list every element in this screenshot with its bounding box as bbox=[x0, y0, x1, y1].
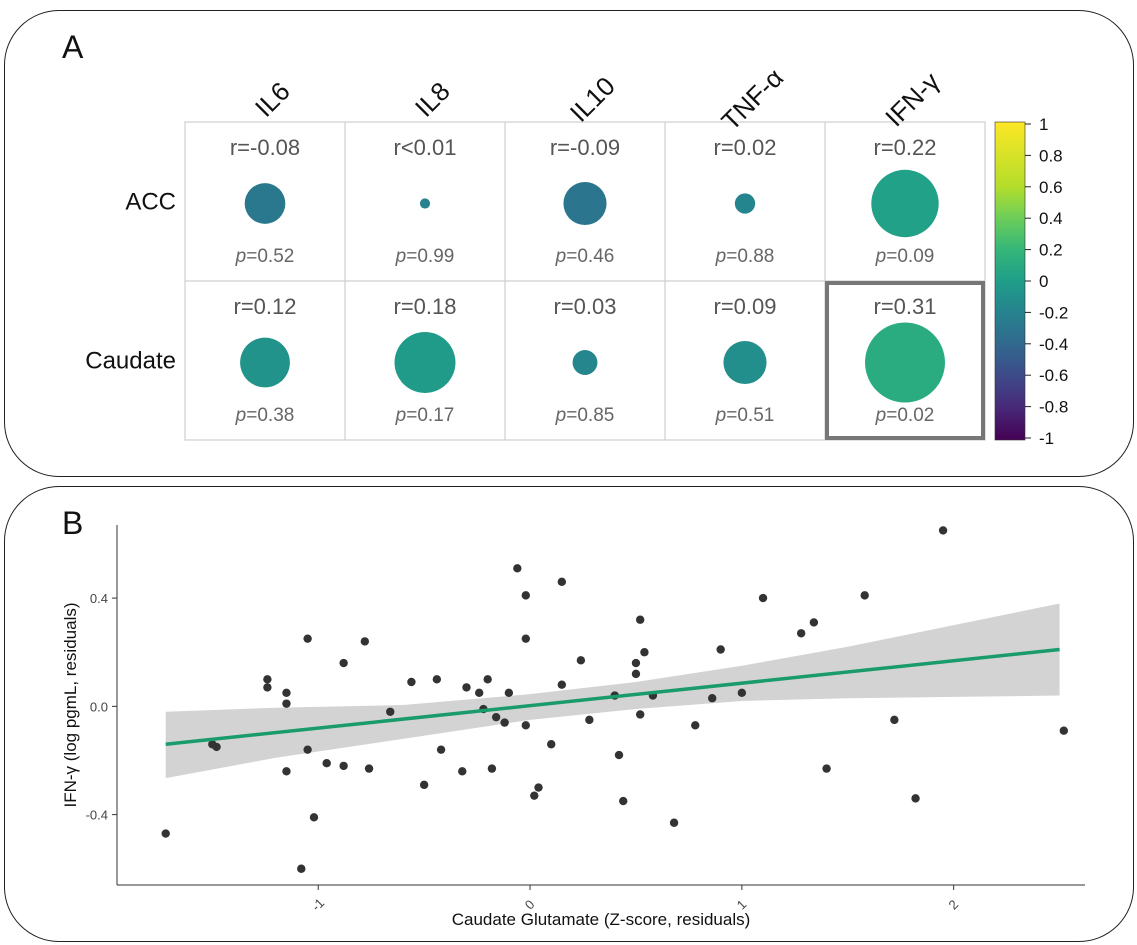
p-value-label: p=0.02 bbox=[875, 405, 935, 426]
r-value-label: r=0.02 bbox=[714, 135, 777, 160]
column-header: IL8 bbox=[409, 76, 456, 123]
colorbar bbox=[994, 121, 1026, 441]
column-header: IL10 bbox=[564, 71, 621, 128]
colorbar-tick-label: -0.4 bbox=[1039, 335, 1068, 354]
correlation-circle bbox=[394, 332, 456, 393]
correlation-circle bbox=[865, 322, 945, 403]
correlation-circle bbox=[723, 340, 767, 385]
correlation-heatmap: A r=-0.08 p=0.52 r<0.01 p=0.99 r=-0.09 p=0.46… bbox=[62, 29, 1068, 448]
r-value-label: r=-0.09 bbox=[550, 135, 620, 160]
p-value-label: p=0.46 bbox=[555, 246, 615, 267]
p-value-label: p=0.38 bbox=[235, 405, 295, 426]
p-value-label: p=0.52 bbox=[235, 246, 295, 267]
correlation-circle bbox=[240, 337, 290, 388]
highlight-box bbox=[825, 281, 985, 440]
p-value-label: p=0.85 bbox=[555, 405, 615, 426]
r-value-label: r=0.03 bbox=[554, 294, 617, 319]
p-value-label: p=0.51 bbox=[715, 405, 775, 426]
correlation-circle bbox=[244, 183, 286, 224]
colorbar-tick-label: 0.8 bbox=[1039, 146, 1063, 165]
r-value-label: r=0.12 bbox=[234, 294, 297, 319]
p-value-label: p=0.99 bbox=[395, 246, 455, 267]
column-header: IL6 bbox=[249, 76, 296, 123]
colorbar-tick-label: 0.6 bbox=[1039, 178, 1063, 197]
r-value-label: r<0.01 bbox=[394, 135, 457, 160]
r-value-label: r=0.31 bbox=[874, 294, 937, 319]
p-value-label: p=0.88 bbox=[715, 246, 775, 267]
panel-b bbox=[4, 486, 1134, 942]
p-value-label: p=0.17 bbox=[395, 405, 455, 426]
panel-a-label: A bbox=[62, 29, 84, 65]
correlation-circle bbox=[572, 350, 598, 375]
colorbar-tick-label: 1 bbox=[1039, 115, 1048, 134]
colorbar-tick-label: 0.4 bbox=[1039, 209, 1063, 228]
colorbar-tick-label: 0 bbox=[1039, 272, 1048, 291]
r-value-label: r=0.18 bbox=[394, 294, 457, 319]
colorbar-tick-label: -0.8 bbox=[1039, 398, 1068, 417]
column-header: TNF-α bbox=[715, 62, 789, 136]
correlation-circle bbox=[871, 169, 939, 238]
r-value-label: r=0.09 bbox=[714, 294, 777, 319]
colorbar-tick-label: 0.2 bbox=[1039, 241, 1063, 260]
row-header: Caudate bbox=[85, 348, 176, 375]
colorbar-tick-label: -0.2 bbox=[1039, 303, 1068, 322]
p-value-label: p=0.09 bbox=[875, 246, 935, 267]
colorbar-tick-label: -0.6 bbox=[1039, 366, 1068, 385]
row-header: ACC bbox=[125, 189, 176, 216]
r-value-label: r=0.22 bbox=[874, 135, 937, 160]
correlation-circle bbox=[419, 198, 431, 209]
correlation-circle bbox=[563, 181, 607, 226]
r-value-label: r=-0.08 bbox=[230, 135, 300, 160]
correlation-circle bbox=[734, 193, 756, 214]
panel-a bbox=[4, 10, 1134, 477]
colorbar-tick-label: -1 bbox=[1039, 429, 1054, 448]
